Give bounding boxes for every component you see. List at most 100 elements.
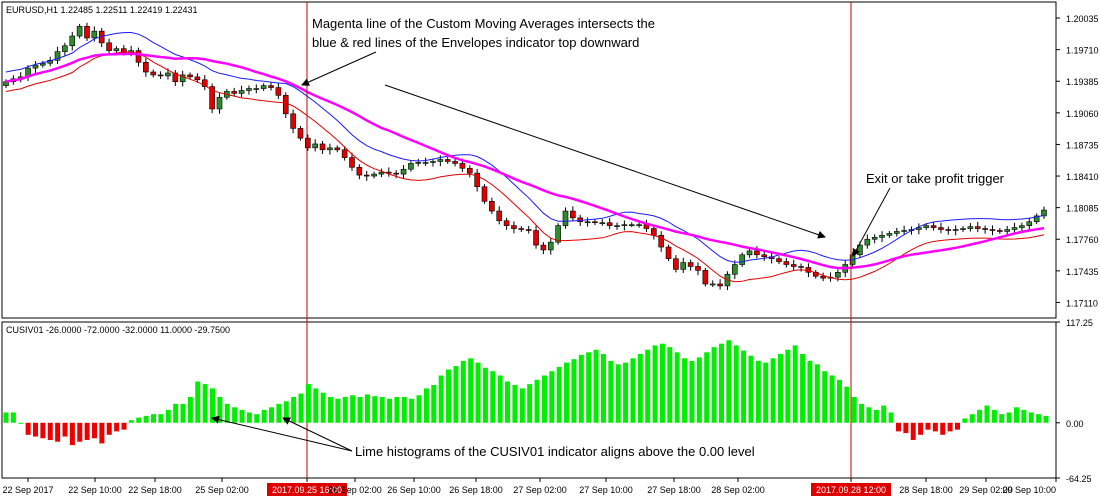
arrow-to-intersection <box>301 51 377 86</box>
histogram-bar-positive <box>652 345 658 423</box>
histogram-bar-positive <box>165 409 171 423</box>
candle-bear <box>290 113 296 129</box>
histogram-bar-negative <box>55 422 61 442</box>
candle-bear <box>452 161 458 164</box>
histogram-bar-positive <box>571 359 577 423</box>
histogram-bar-positive <box>10 412 16 423</box>
time-label-highlight <box>811 483 891 496</box>
main-panel-frame <box>1 1 1057 319</box>
candle-bull <box>555 225 561 243</box>
annotation-histogram: Lime histograms of the CUSIV01 indicator… <box>355 444 755 459</box>
histogram-bar-positive <box>556 366 562 423</box>
candle-bull <box>746 250 753 256</box>
candle-bull <box>327 147 333 151</box>
histogram-bar-positive <box>984 405 990 423</box>
custom-ma-line <box>5 52 1045 270</box>
candle-bear <box>665 246 672 259</box>
histogram-bar-negative <box>25 422 31 435</box>
arrow-to-exit <box>852 187 891 257</box>
candle-bear <box>790 264 797 267</box>
histogram-bar-positive <box>3 412 9 423</box>
histogram-bar-positive <box>468 358 474 423</box>
histogram-bar-positive <box>379 396 385 423</box>
histogram-bar-negative <box>84 422 90 440</box>
histogram-bar-positive <box>239 409 245 423</box>
histogram-bar-positive <box>829 375 835 423</box>
candle-bull <box>179 74 186 83</box>
histogram-bar-positive <box>1043 415 1049 423</box>
candle-bull <box>378 171 385 175</box>
candle-bull <box>871 236 878 240</box>
candle-bear <box>570 210 576 219</box>
candle-bear <box>525 229 532 231</box>
histogram-bar-negative <box>92 422 98 439</box>
candle-bear <box>231 91 238 94</box>
candle-bear <box>496 210 503 222</box>
candle-bear <box>783 261 790 265</box>
arrow-histogram-2 <box>282 417 353 452</box>
histogram-bar-positive <box>888 412 894 423</box>
candle-bull <box>1004 229 1010 232</box>
candle-bear <box>798 266 804 268</box>
candle-bear <box>695 266 701 271</box>
candle-bear <box>982 228 988 230</box>
candle-bull <box>246 88 252 91</box>
candle-bear <box>150 71 157 76</box>
time-tick-label: 22 Sep 10:00 <box>68 485 122 495</box>
histogram-bar-positive <box>748 355 754 423</box>
candle-bear <box>511 225 517 229</box>
histogram-bar-positive <box>689 360 695 423</box>
candle-bear <box>518 228 525 230</box>
histogram-bar-positive <box>1013 407 1019 423</box>
time-tick-label: 26 Sep 18:00 <box>449 485 503 495</box>
candle-bear <box>143 61 149 73</box>
histogram-bar-negative <box>40 422 46 439</box>
histogram-bar-positive <box>704 352 710 423</box>
candle-bear <box>820 275 826 279</box>
histogram-bar-positive <box>187 396 193 423</box>
histogram-bar-positive <box>261 409 267 423</box>
histogram-bar-negative <box>33 422 39 437</box>
histogram-bar-positive <box>143 415 149 423</box>
histogram-bar-negative <box>99 422 105 444</box>
price-tick-label: 1.19385 <box>1066 77 1099 87</box>
histogram-bar-negative <box>925 422 931 430</box>
candle-bear <box>194 76 201 81</box>
candle-bull <box>562 210 569 226</box>
histogram-bar-positive <box>763 362 769 423</box>
candle-bull <box>709 283 716 286</box>
candle-bull <box>901 230 907 232</box>
time-tick-label: 27 Sep 18:00 <box>647 485 701 495</box>
candle-bull <box>893 231 900 234</box>
candle-bull <box>864 238 871 246</box>
candle-bull <box>238 90 245 94</box>
histogram-bar-positive <box>328 396 334 423</box>
histogram-bar-positive <box>549 371 555 423</box>
candle-bear <box>187 74 193 78</box>
candle-bear <box>268 85 274 88</box>
candle-bear <box>577 217 584 223</box>
candle-bear <box>135 50 142 63</box>
histogram-bar-positive <box>977 409 983 423</box>
histogram-bar-positive <box>136 417 142 423</box>
candle-bear <box>651 228 657 236</box>
candle-bull <box>91 30 98 39</box>
time-tick-label: 25 Sep 02:00 <box>195 485 249 495</box>
time-tick-label: 2017.09.25 16:00 <box>272 485 342 495</box>
histogram-bar-negative <box>932 422 938 432</box>
histogram-bar-positive <box>637 354 643 423</box>
candle-bear <box>334 147 341 151</box>
candle-bull <box>32 64 39 69</box>
histogram-bar-positive <box>859 403 865 423</box>
arrow-trend <box>384 84 826 239</box>
histogram-bar-positive <box>999 414 1005 423</box>
time-tick-label: 26 Sep 02:00 <box>328 485 382 495</box>
candle-bull <box>547 241 554 251</box>
histogram-bar-positive <box>726 340 732 423</box>
candle-bull <box>76 26 83 37</box>
price-tick-label: 1.20035 <box>1066 14 1099 24</box>
candle-bear <box>989 229 996 231</box>
candle-bear <box>481 186 488 202</box>
price-tick-label: 1.17110 <box>1066 298 1098 308</box>
